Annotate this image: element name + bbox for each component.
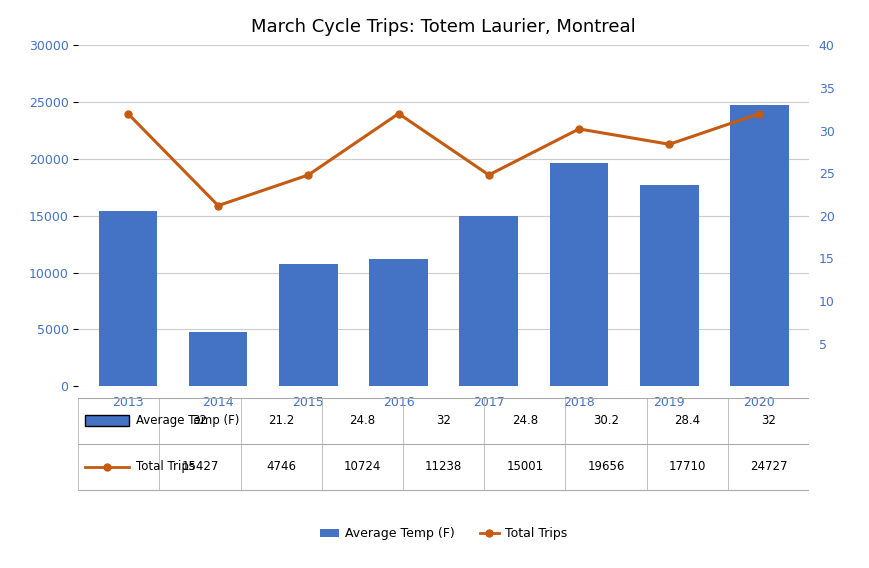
Text: 10724: 10724 <box>343 460 381 473</box>
Bar <box>98 211 157 386</box>
Text: 32: 32 <box>192 414 208 427</box>
Total Trips <box>574 126 584 132</box>
Total Trips <box>483 172 494 178</box>
Total Trips <box>663 141 673 148</box>
Total Trips <box>302 172 313 178</box>
Bar <box>459 216 518 386</box>
Text: 4746: 4746 <box>266 460 296 473</box>
Bar <box>279 265 337 386</box>
Text: 24.8: 24.8 <box>349 414 375 427</box>
Text: Total Trips: Total Trips <box>136 460 195 473</box>
Total Trips <box>753 110 764 117</box>
Text: 28.4: 28.4 <box>673 414 700 427</box>
Text: 19656: 19656 <box>587 460 624 473</box>
Text: 32: 32 <box>760 414 775 427</box>
Text: 11238: 11238 <box>425 460 461 473</box>
Bar <box>368 258 428 386</box>
Text: Average Temp (F): Average Temp (F) <box>136 414 239 427</box>
Text: 24.8: 24.8 <box>511 414 537 427</box>
Line: Total Trips: Total Trips <box>124 110 762 209</box>
Total Trips <box>123 110 133 117</box>
Total Trips <box>213 202 223 209</box>
FancyBboxPatch shape <box>84 416 129 426</box>
Text: 15427: 15427 <box>182 460 218 473</box>
Total Trips <box>393 110 403 117</box>
Bar <box>549 163 607 386</box>
Title: March Cycle Trips: Totem Laurier, Montreal: March Cycle Trips: Totem Laurier, Montre… <box>251 18 635 36</box>
Bar <box>640 185 698 386</box>
Bar <box>729 105 788 386</box>
Legend: Average Temp (F), Total Trips: Average Temp (F), Total Trips <box>315 523 572 545</box>
Bar <box>189 332 247 386</box>
Text: 17710: 17710 <box>668 460 705 473</box>
Text: 21.2: 21.2 <box>268 414 294 427</box>
Text: 30.2: 30.2 <box>593 414 619 427</box>
Text: 15001: 15001 <box>506 460 543 473</box>
Text: 32: 32 <box>435 414 451 427</box>
Text: 24727: 24727 <box>749 460 786 473</box>
